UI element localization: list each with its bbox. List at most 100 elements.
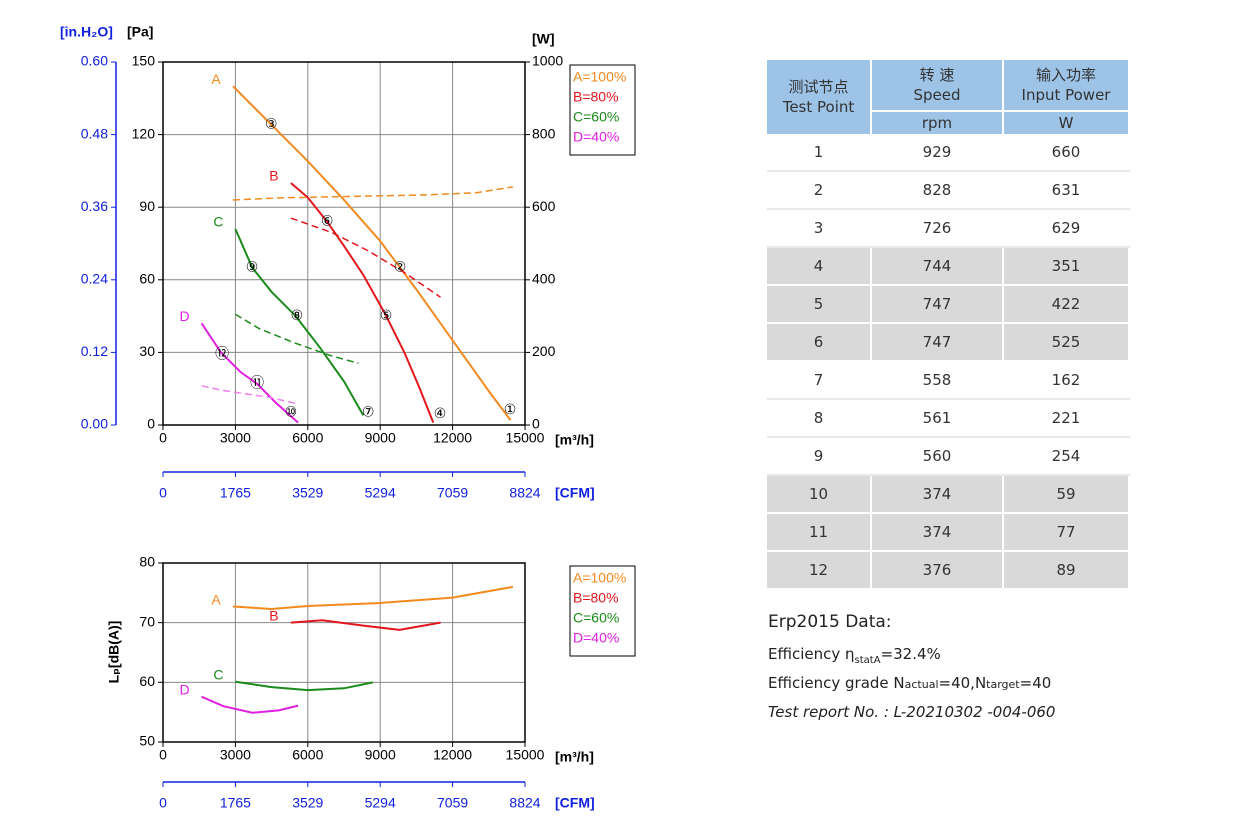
- y-tick-label: 50: [139, 733, 155, 749]
- y3-tick-label: 0.00: [81, 416, 108, 432]
- unit-cell: W: [1003, 110, 1130, 134]
- x2-tick-label: 0: [159, 795, 167, 811]
- erp-efficiency: Efficiency ηstatA=32.4%: [768, 640, 1055, 669]
- data-cell: 6: [767, 323, 872, 362]
- data-cell: 374: [871, 513, 1004, 552]
- x2-tick-label: 1765: [220, 795, 251, 811]
- point-label: ③: [265, 116, 278, 132]
- series-line: [201, 385, 299, 405]
- x-tick-label: 15000: [506, 747, 545, 763]
- x-tick-label: 15000: [506, 430, 545, 446]
- x2-tick-label: 1765: [220, 485, 251, 501]
- erp-text: =40,N: [938, 674, 987, 692]
- data-cell: 2: [767, 171, 872, 210]
- x-tick-label: 3000: [220, 747, 251, 763]
- x-tick-label: 9000: [365, 747, 396, 763]
- series-line: [235, 313, 359, 365]
- y3-axis-label: [in.H₂O]: [60, 24, 113, 40]
- point-label: ⑫: [215, 346, 229, 362]
- curve-label: C: [213, 214, 223, 230]
- legend-label: C=60%: [573, 610, 619, 626]
- data-cell: 12: [767, 551, 872, 590]
- legend-label: C=60%: [573, 109, 619, 125]
- y2-tick-label: 0: [532, 416, 540, 432]
- data-cell: 747: [871, 323, 1004, 362]
- x-tick-label: 6000: [292, 430, 323, 446]
- data-row: 1 929 660: [767, 134, 1130, 172]
- x-axis-label: [m³/h]: [555, 432, 594, 448]
- erp-block: Erp2015 Data: Efficiency ηstatA=32.4% Effi…: [768, 608, 1055, 727]
- x2-tick-label: 5294: [365, 485, 396, 501]
- erp-text: Efficiency grade N: [768, 674, 905, 692]
- series-line: [232, 585, 514, 610]
- series-line: [200, 322, 299, 424]
- data-row: 12 376 89: [767, 551, 1130, 590]
- data-cell: 10: [767, 475, 872, 514]
- data-cell: 5: [767, 285, 872, 324]
- header-row: 测试节点 Test Point 转 速 Speed 输入功率 Input Power: [767, 60, 1130, 134]
- y-axis-label: Lₚ[dB(A)]: [106, 621, 122, 684]
- data-cell: 929: [871, 134, 1004, 172]
- data-row: 9 560 254: [767, 437, 1130, 476]
- x-tick-label: 0: [159, 430, 167, 446]
- point-label: ②: [394, 258, 407, 274]
- point-label: ⑪: [250, 375, 264, 391]
- x-tick-label: 9000: [365, 430, 396, 446]
- y-tick-label: 70: [139, 613, 155, 629]
- data-row: 3 726 629: [767, 209, 1130, 248]
- curve-label: D: [180, 681, 190, 697]
- data-cell: 77: [1003, 513, 1130, 552]
- header-text: Input Power: [1021, 86, 1111, 104]
- erp-text: Efficiency η: [768, 645, 855, 663]
- series-line: [234, 228, 365, 416]
- plot-frame: [162, 562, 526, 743]
- x-tick-label: 0: [159, 747, 167, 763]
- header-text: Speed: [913, 86, 961, 104]
- header-cell: 转 速 Speed: [871, 60, 1004, 111]
- data-cell: 254: [1003, 437, 1130, 476]
- y-tick-label: 60: [139, 673, 155, 689]
- y3-tick-label: 0.60: [81, 53, 108, 69]
- x2-tick-label: 3529: [292, 485, 323, 501]
- data-cell: 351: [1003, 247, 1130, 286]
- legend-label: D=40%: [573, 630, 619, 646]
- series-line: [232, 85, 512, 421]
- data-cell: 631: [1003, 171, 1130, 210]
- series-line: [232, 186, 514, 201]
- header-text: 输入功率: [1035, 66, 1096, 84]
- point-label: ⑥: [321, 212, 334, 228]
- data-cell: 828: [871, 171, 1004, 210]
- legend-box: [569, 64, 636, 156]
- x2-tick-label: 7059: [437, 485, 468, 501]
- data-row: 6 747 525: [767, 323, 1130, 362]
- data-cell: 9: [767, 437, 872, 476]
- y3-tick-label: 0.48: [81, 125, 108, 141]
- series-line: [290, 217, 441, 298]
- curve-label: B: [269, 168, 278, 184]
- data-cell: 11: [767, 513, 872, 552]
- data-cell: 560: [871, 437, 1004, 476]
- legend-label: A=100%: [573, 69, 626, 85]
- point-label: ④: [434, 405, 447, 421]
- y-tick-label: 90: [139, 198, 155, 214]
- plot-frame: [162, 61, 526, 426]
- header-cell: 测试节点 Test Point: [767, 60, 872, 134]
- header-text: Test Point: [782, 98, 855, 116]
- legend-label: B=80%: [573, 590, 619, 606]
- data-cell: 4: [767, 247, 872, 286]
- legend-label: A=100%: [573, 570, 626, 586]
- data-cell: 629: [1003, 209, 1130, 248]
- series-line: [290, 182, 435, 423]
- x-axis-label: [m³/h]: [555, 749, 594, 765]
- data-cell: 7: [767, 361, 872, 400]
- x-tick-label: 12000: [433, 747, 472, 763]
- series-line: [290, 619, 441, 631]
- x2-tick-label: 8824: [509, 795, 540, 811]
- point-label: ⑧: [291, 307, 304, 323]
- erp-grade: Efficiency grade Nactual=40,Ntarget=40: [768, 669, 1055, 698]
- y3-tick-label: 0.36: [81, 198, 108, 214]
- data-cell: 747: [871, 285, 1004, 324]
- data-cell: 8: [767, 399, 872, 438]
- curve-label: B: [269, 607, 278, 623]
